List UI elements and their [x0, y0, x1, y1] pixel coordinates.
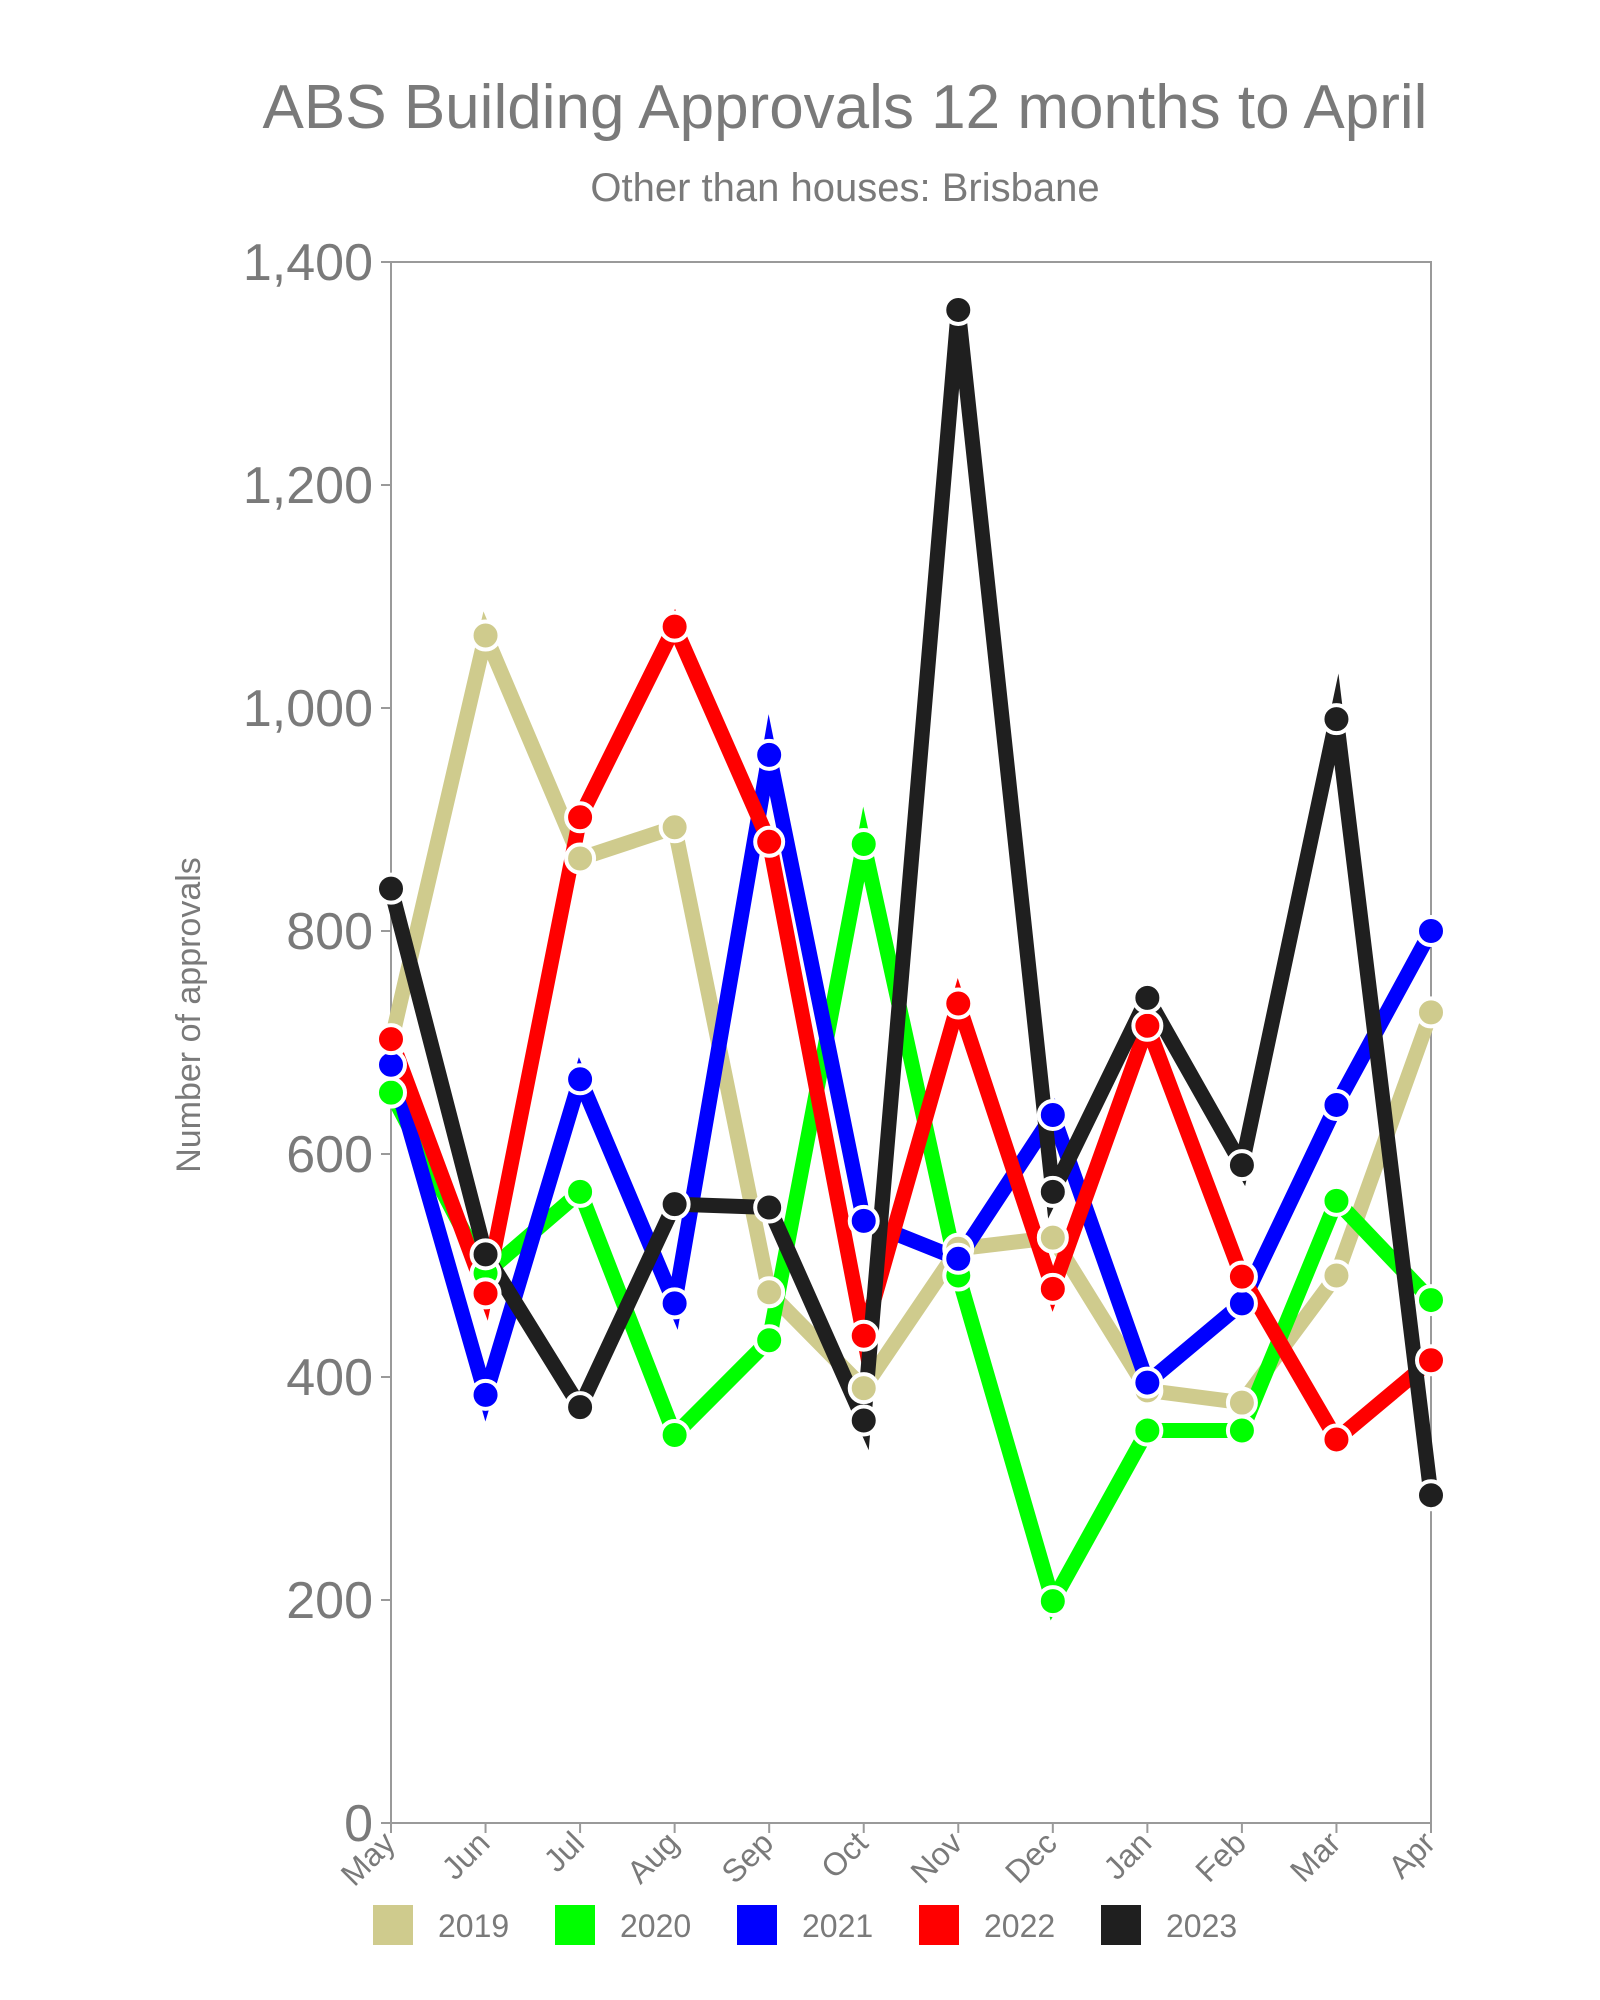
y-tick-label: 600 — [286, 1126, 373, 1184]
x-tick-label: Oct — [814, 1824, 875, 1885]
data-point-2020 — [1320, 1184, 1353, 1217]
data-point-2023 — [1225, 1149, 1258, 1182]
data-point-2022 — [942, 987, 975, 1020]
legend-swatch-2019 — [373, 1905, 413, 1945]
x-axis: May Jun Jul Aug Sep Oct Nov Dec Jan Feb Mar Apr — [334, 1823, 1442, 1893]
data-point-2019 — [564, 842, 597, 875]
data-point-2019 — [658, 811, 691, 844]
data-point-2023 — [753, 1191, 786, 1224]
chart-title: ABS Building Approvals 12 months to Apri… — [262, 73, 1428, 142]
data-point-2020 — [753, 1324, 786, 1357]
y-tick-label: 1,000 — [243, 680, 373, 738]
x-tick-label: Aug — [620, 1824, 686, 1890]
series-lines — [383, 309, 1439, 1621]
data-point-2023 — [375, 872, 407, 905]
data-point-2021 — [1225, 1287, 1258, 1320]
data-point-2023 — [942, 293, 975, 326]
data-point-2020 — [1131, 1414, 1164, 1447]
data-point-2021 — [753, 738, 786, 771]
legend-swatch-2022 — [919, 1905, 959, 1945]
y-tick-label: 400 — [286, 1349, 373, 1407]
data-point-2021 — [658, 1287, 691, 1320]
data-point-2020 — [1225, 1414, 1258, 1447]
data-point-2022 — [564, 801, 597, 834]
data-point-2019 — [469, 619, 502, 652]
data-point-2021 — [1131, 1366, 1164, 1399]
data-point-2023 — [1320, 703, 1353, 736]
data-point-2023 — [1131, 981, 1164, 1014]
legend-swatch-2020 — [555, 1905, 595, 1945]
data-point-2023 — [469, 1238, 502, 1271]
data-point-2023 — [564, 1391, 597, 1424]
data-point-2022 — [375, 1023, 407, 1056]
legend-label-2019: 2019 — [438, 1908, 509, 1944]
y-axis: 0 200 400 600 800 1,000 1,200 1,400 — [243, 234, 391, 1853]
legend: 2019 2020 2021 2022 2023 — [373, 1905, 1237, 1945]
data-point-2021 — [1036, 1098, 1069, 1131]
series-line-2020 — [384, 806, 1437, 1621]
data-point-2020 — [847, 828, 880, 861]
chart-subtitle: Other than houses: Brisbane — [590, 166, 1100, 210]
data-point-2023 — [1036, 1175, 1069, 1208]
y-tick-label: 0 — [344, 1795, 373, 1853]
data-point-2022 — [753, 825, 786, 858]
data-point-2022 — [658, 610, 691, 643]
x-tick-label: Nov — [904, 1824, 970, 1890]
data-point-2020 — [1415, 1284, 1447, 1317]
x-tick-label: Feb — [1188, 1824, 1252, 1888]
data-point-2019 — [1036, 1221, 1069, 1254]
data-point-2022 — [1131, 1009, 1164, 1042]
data-point-2020 — [375, 1076, 407, 1109]
series-line-2021 — [383, 714, 1438, 1422]
data-point-2019 — [1320, 1259, 1353, 1292]
series-line-2023 — [383, 309, 1439, 1497]
y-tick-label: 1,400 — [243, 234, 373, 292]
legend-label-2020: 2020 — [620, 1908, 691, 1944]
data-point-2021 — [469, 1378, 502, 1411]
data-point-2022 — [1415, 1344, 1447, 1377]
data-point-2022 — [1036, 1272, 1069, 1305]
data-point-2023 — [658, 1188, 691, 1221]
legend-swatch-2023 — [1101, 1905, 1141, 1945]
data-point-2022 — [469, 1277, 502, 1310]
data-point-2021 — [942, 1242, 975, 1275]
series-points — [375, 293, 1447, 1618]
x-tick-label: Jun — [435, 1824, 497, 1886]
x-tick-label: Sep — [714, 1824, 780, 1890]
x-tick-label: Apr — [1381, 1824, 1442, 1885]
x-tick-label: Jan — [1096, 1824, 1158, 1886]
data-point-2019 — [1225, 1386, 1258, 1419]
data-point-2022 — [1320, 1423, 1353, 1456]
x-tick-label: Dec — [998, 1824, 1064, 1890]
legend-label-2023: 2023 — [1166, 1908, 1237, 1944]
data-point-2019 — [753, 1276, 786, 1309]
y-tick-label: 1,200 — [243, 457, 373, 515]
y-tick-label: 800 — [286, 903, 373, 961]
y-tick-label: 200 — [286, 1572, 373, 1630]
data-point-2021 — [847, 1204, 880, 1237]
data-point-2021 — [1415, 915, 1447, 947]
data-point-2020 — [564, 1175, 597, 1208]
x-tick-label: Jul — [537, 1824, 591, 1878]
data-point-2022 — [1225, 1260, 1258, 1293]
data-point-2021 — [564, 1063, 597, 1096]
data-point-2019 — [847, 1372, 880, 1405]
x-tick-label: Mar — [1283, 1824, 1348, 1889]
data-point-2021 — [1320, 1088, 1353, 1121]
legend-label-2021: 2021 — [802, 1908, 873, 1944]
y-axis-label: Number of approvals — [170, 857, 208, 1173]
data-point-2019 — [1415, 996, 1447, 1029]
data-point-2022 — [847, 1319, 880, 1352]
data-point-2023 — [1415, 1479, 1447, 1512]
legend-label-2022: 2022 — [984, 1908, 1055, 1944]
data-point-2020 — [1036, 1585, 1069, 1618]
data-point-2020 — [658, 1418, 691, 1451]
data-point-2023 — [847, 1404, 880, 1437]
legend-swatch-2021 — [737, 1905, 777, 1945]
